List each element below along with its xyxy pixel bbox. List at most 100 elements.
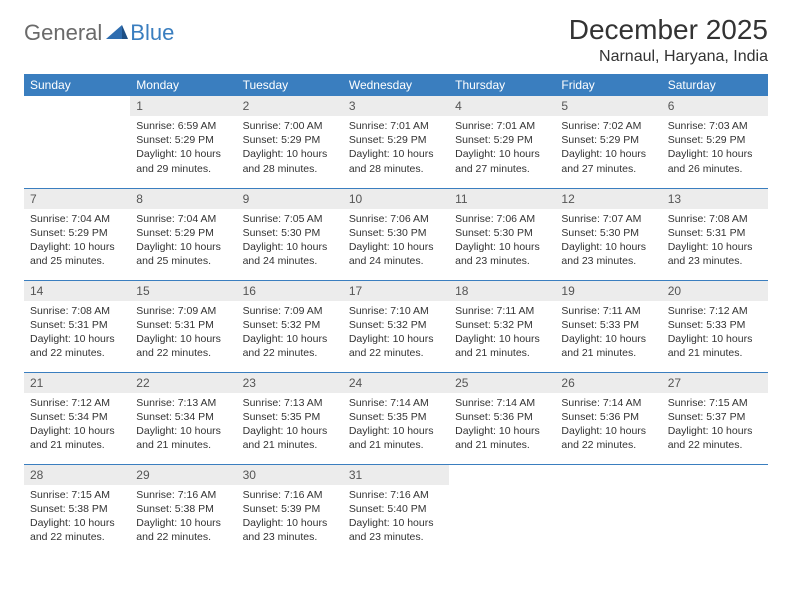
- sunset-line: Sunset: 5:31 PM: [136, 318, 230, 332]
- calendar-day-cell: 21Sunrise: 7:12 AMSunset: 5:34 PMDayligh…: [24, 372, 130, 464]
- day-details: Sunrise: 7:12 AMSunset: 5:34 PMDaylight:…: [24, 393, 130, 457]
- daylight-line: Daylight: 10 hours and 21 minutes.: [455, 424, 549, 452]
- daylight-line: Daylight: 10 hours and 23 minutes.: [561, 240, 655, 268]
- sunset-line: Sunset: 5:30 PM: [243, 226, 337, 240]
- sunset-line: Sunset: 5:29 PM: [349, 133, 443, 147]
- daylight-line: Daylight: 10 hours and 21 minutes.: [349, 424, 443, 452]
- day-number: 25: [449, 373, 555, 393]
- daylight-line: Daylight: 10 hours and 21 minutes.: [136, 424, 230, 452]
- day-details: Sunrise: 7:15 AMSunset: 5:38 PMDaylight:…: [24, 485, 130, 549]
- sunset-line: Sunset: 5:35 PM: [349, 410, 443, 424]
- calendar-day-cell: [24, 96, 130, 188]
- brand-part2: Blue: [130, 20, 174, 46]
- calendar-week-row: 21Sunrise: 7:12 AMSunset: 5:34 PMDayligh…: [24, 372, 768, 464]
- sunrise-line: Sunrise: 7:14 AM: [561, 396, 655, 410]
- day-number: 11: [449, 189, 555, 209]
- daylight-line: Daylight: 10 hours and 28 minutes.: [243, 147, 337, 175]
- day-details: Sunrise: 7:06 AMSunset: 5:30 PMDaylight:…: [449, 209, 555, 273]
- sunrise-line: Sunrise: 7:07 AM: [561, 212, 655, 226]
- day-number: 16: [237, 281, 343, 301]
- calendar-day-cell: 31Sunrise: 7:16 AMSunset: 5:40 PMDayligh…: [343, 464, 449, 556]
- sunrise-line: Sunrise: 7:15 AM: [30, 488, 124, 502]
- weekday-header: Friday: [555, 74, 661, 96]
- sunset-line: Sunset: 5:29 PM: [561, 133, 655, 147]
- sunrise-line: Sunrise: 7:08 AM: [30, 304, 124, 318]
- sunrise-line: Sunrise: 6:59 AM: [136, 119, 230, 133]
- day-details: Sunrise: 6:59 AMSunset: 5:29 PMDaylight:…: [130, 116, 236, 180]
- calendar-day-cell: 20Sunrise: 7:12 AMSunset: 5:33 PMDayligh…: [662, 280, 768, 372]
- brand-mark-icon: [106, 25, 128, 39]
- sunset-line: Sunset: 5:29 PM: [136, 133, 230, 147]
- day-details: Sunrise: 7:14 AMSunset: 5:36 PMDaylight:…: [555, 393, 661, 457]
- sunset-line: Sunset: 5:33 PM: [668, 318, 762, 332]
- sunrise-line: Sunrise: 7:01 AM: [455, 119, 549, 133]
- sunrise-line: Sunrise: 7:03 AM: [668, 119, 762, 133]
- daylight-line: Daylight: 10 hours and 25 minutes.: [136, 240, 230, 268]
- day-number: 1: [130, 96, 236, 116]
- day-details: Sunrise: 7:03 AMSunset: 5:29 PMDaylight:…: [662, 116, 768, 180]
- sunset-line: Sunset: 5:34 PM: [30, 410, 124, 424]
- day-details: Sunrise: 7:13 AMSunset: 5:35 PMDaylight:…: [237, 393, 343, 457]
- day-number: 21: [24, 373, 130, 393]
- month-title: December 2025: [569, 14, 768, 46]
- sunrise-line: Sunrise: 7:12 AM: [30, 396, 124, 410]
- calendar-week-row: 28Sunrise: 7:15 AMSunset: 5:38 PMDayligh…: [24, 464, 768, 556]
- day-details: Sunrise: 7:09 AMSunset: 5:31 PMDaylight:…: [130, 301, 236, 365]
- calendar-day-cell: 9Sunrise: 7:05 AMSunset: 5:30 PMDaylight…: [237, 188, 343, 280]
- day-details: Sunrise: 7:15 AMSunset: 5:37 PMDaylight:…: [662, 393, 768, 457]
- day-number: 3: [343, 96, 449, 116]
- daylight-line: Daylight: 10 hours and 22 minutes.: [349, 332, 443, 360]
- daylight-line: Daylight: 10 hours and 28 minutes.: [349, 147, 443, 175]
- sunrise-line: Sunrise: 7:10 AM: [349, 304, 443, 318]
- sunrise-line: Sunrise: 7:01 AM: [349, 119, 443, 133]
- page-header: General Blue December 2025 Narnaul, Hary…: [24, 14, 768, 66]
- day-details: Sunrise: 7:09 AMSunset: 5:32 PMDaylight:…: [237, 301, 343, 365]
- day-number: 5: [555, 96, 661, 116]
- day-details: Sunrise: 7:12 AMSunset: 5:33 PMDaylight:…: [662, 301, 768, 365]
- day-details: Sunrise: 7:14 AMSunset: 5:35 PMDaylight:…: [343, 393, 449, 457]
- day-details: Sunrise: 7:04 AMSunset: 5:29 PMDaylight:…: [24, 209, 130, 273]
- sunset-line: Sunset: 5:40 PM: [349, 502, 443, 516]
- sunrise-line: Sunrise: 7:16 AM: [243, 488, 337, 502]
- sunrise-line: Sunrise: 7:04 AM: [136, 212, 230, 226]
- day-number: 27: [662, 373, 768, 393]
- day-number: 13: [662, 189, 768, 209]
- day-number: 20: [662, 281, 768, 301]
- day-details: Sunrise: 7:05 AMSunset: 5:30 PMDaylight:…: [237, 209, 343, 273]
- day-number: 8: [130, 189, 236, 209]
- calendar-day-cell: 30Sunrise: 7:16 AMSunset: 5:39 PMDayligh…: [237, 464, 343, 556]
- weekday-header: Saturday: [662, 74, 768, 96]
- daylight-line: Daylight: 10 hours and 22 minutes.: [668, 424, 762, 452]
- sunset-line: Sunset: 5:39 PM: [243, 502, 337, 516]
- sunrise-line: Sunrise: 7:15 AM: [668, 396, 762, 410]
- calendar-day-cell: 17Sunrise: 7:10 AMSunset: 5:32 PMDayligh…: [343, 280, 449, 372]
- sunrise-line: Sunrise: 7:09 AM: [136, 304, 230, 318]
- sunrise-line: Sunrise: 7:02 AM: [561, 119, 655, 133]
- sunrise-line: Sunrise: 7:08 AM: [668, 212, 762, 226]
- sunrise-line: Sunrise: 7:00 AM: [243, 119, 337, 133]
- sunrise-line: Sunrise: 7:14 AM: [455, 396, 549, 410]
- daylight-line: Daylight: 10 hours and 23 minutes.: [668, 240, 762, 268]
- sunrise-line: Sunrise: 7:13 AM: [243, 396, 337, 410]
- day-number: 19: [555, 281, 661, 301]
- sunset-line: Sunset: 5:33 PM: [561, 318, 655, 332]
- calendar-day-cell: [662, 464, 768, 556]
- sunrise-line: Sunrise: 7:16 AM: [136, 488, 230, 502]
- sunrise-line: Sunrise: 7:06 AM: [349, 212, 443, 226]
- daylight-line: Daylight: 10 hours and 24 minutes.: [349, 240, 443, 268]
- day-details: Sunrise: 7:16 AMSunset: 5:39 PMDaylight:…: [237, 485, 343, 549]
- calendar-day-cell: 11Sunrise: 7:06 AMSunset: 5:30 PMDayligh…: [449, 188, 555, 280]
- day-number: 23: [237, 373, 343, 393]
- day-number: 14: [24, 281, 130, 301]
- sunset-line: Sunset: 5:37 PM: [668, 410, 762, 424]
- day-details: Sunrise: 7:01 AMSunset: 5:29 PMDaylight:…: [343, 116, 449, 180]
- daylight-line: Daylight: 10 hours and 21 minutes.: [561, 332, 655, 360]
- sunset-line: Sunset: 5:30 PM: [455, 226, 549, 240]
- calendar-day-cell: 12Sunrise: 7:07 AMSunset: 5:30 PMDayligh…: [555, 188, 661, 280]
- sunset-line: Sunset: 5:29 PM: [668, 133, 762, 147]
- sunrise-line: Sunrise: 7:11 AM: [455, 304, 549, 318]
- weekday-header: Wednesday: [343, 74, 449, 96]
- sunset-line: Sunset: 5:29 PM: [136, 226, 230, 240]
- calendar-day-cell: 5Sunrise: 7:02 AMSunset: 5:29 PMDaylight…: [555, 96, 661, 188]
- sunset-line: Sunset: 5:31 PM: [668, 226, 762, 240]
